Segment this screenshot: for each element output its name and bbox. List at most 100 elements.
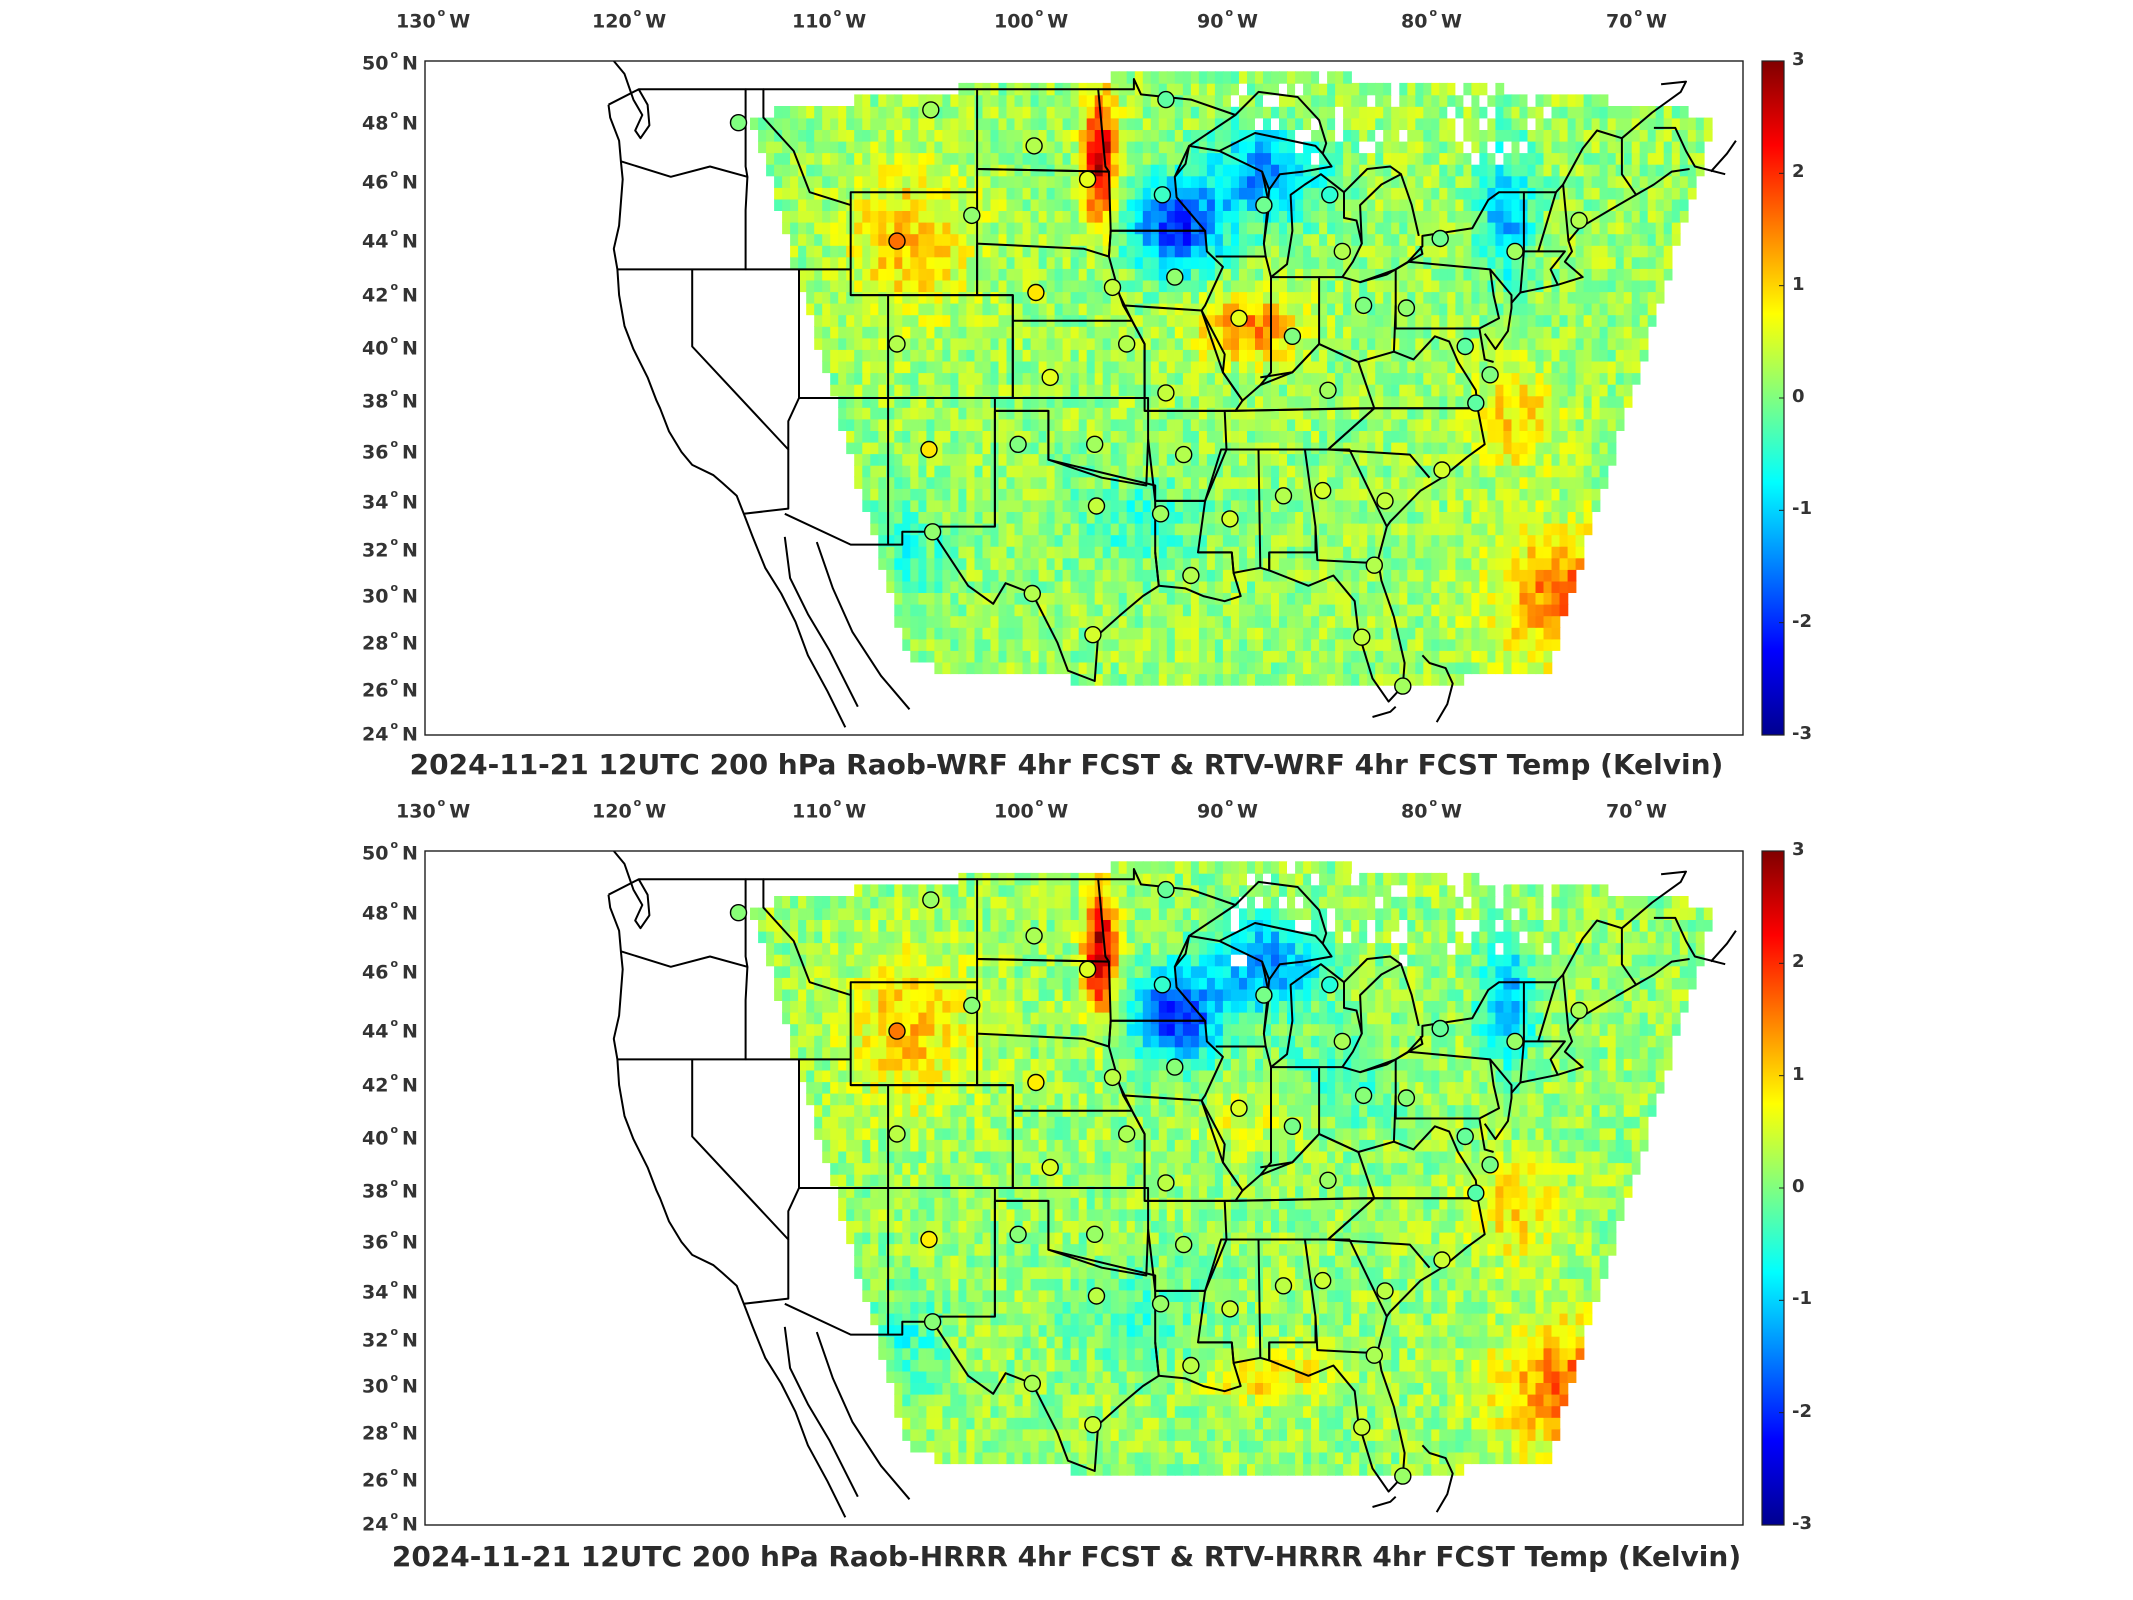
raob-station-marker (1023, 584, 1042, 603)
raob-station-marker (1433, 461, 1451, 479)
raob-station-marker (1570, 211, 1588, 230)
lat-tick-label: 24 o N (362, 1509, 418, 1536)
raob-station-marker (1230, 1099, 1248, 1117)
state-border (745, 878, 852, 1061)
map-panel-hrrr: 2024-11-21 12UTC 200 hPa Raob-HRRR 4hr F… (0, 790, 2133, 1590)
lat-tick-label: 44 o N (362, 1016, 418, 1043)
raob-stations (729, 90, 1588, 695)
mexico-coast (815, 1331, 911, 1500)
puget-sound (613, 850, 651, 930)
state-border (1359, 173, 1420, 244)
colorbar-tick-label: 0 (1792, 1176, 1805, 1197)
lat-tick-label: 46 o N (362, 167, 418, 194)
state-border (1268, 1342, 1406, 1493)
state-border (1523, 250, 1566, 286)
colorbar-tick-label: 0 (1792, 386, 1805, 407)
lon-tick-label: 100 o W (994, 6, 1069, 33)
raob-station-marker (1157, 1174, 1175, 1192)
raob-station-marker (888, 1125, 906, 1143)
lon-tick-label: 130 o W (396, 6, 471, 33)
raob-station-marker (1023, 1374, 1042, 1393)
state-border (1107, 229, 1224, 312)
state-border (1710, 930, 1737, 963)
colorbar-tick-label: 1 (1792, 273, 1805, 295)
raob-station-marker (1394, 1467, 1412, 1485)
state-border (1407, 191, 1525, 304)
raob-station-marker (1283, 1117, 1302, 1135)
state-border (1635, 168, 1690, 196)
state-border (1218, 922, 1333, 981)
state-border (1635, 958, 1690, 986)
state-border (1200, 255, 1272, 402)
state-border (1653, 916, 1726, 966)
state-border (1395, 327, 1494, 363)
raob-station-marker (888, 232, 906, 250)
lat-tick-label: 42 o N (362, 1070, 418, 1097)
state-border (1621, 870, 1687, 929)
state-border (1270, 963, 1363, 1068)
raob-stations (729, 880, 1588, 1485)
lon-tick-label: 70 o W (1606, 6, 1667, 33)
colorbar-tick-label: -3 (1792, 723, 1812, 744)
state-border (1173, 934, 1271, 1048)
state-border (1173, 144, 1271, 258)
raob-station-marker (1376, 1282, 1394, 1300)
lat-tick-label: 44 o N (362, 226, 418, 253)
raob-station-marker (1353, 1418, 1371, 1436)
temperature-difference-field (750, 861, 1713, 1476)
lat-tick-label: 48 o N (362, 108, 418, 135)
colorbar-tick-label: 3 (1792, 49, 1805, 70)
lon-tick-label: 130 o W (396, 796, 471, 823)
state-border (608, 88, 749, 178)
raob-station-marker (1084, 1416, 1102, 1434)
raob-station-marker (1025, 927, 1043, 945)
state-border (745, 88, 852, 271)
raob-station-marker (1153, 186, 1172, 204)
state-border (1218, 132, 1333, 191)
raob-station-marker (1009, 435, 1027, 453)
raob-station-marker (1481, 366, 1499, 384)
raob-station-marker (1009, 1225, 1027, 1243)
lat-tick-label: 50 o N (362, 838, 418, 865)
raob-station-marker (1182, 566, 1200, 585)
state-border (691, 1059, 790, 1305)
colorbar-tick-label: -3 (1792, 1513, 1812, 1534)
raob-station-marker (1365, 556, 1384, 574)
raob-station-marker (1506, 242, 1524, 261)
lat-tick-label: 46 o N (362, 957, 418, 984)
raob-station-marker (1319, 1171, 1337, 1189)
raob-station-marker (1283, 327, 1302, 345)
state-border (1200, 1045, 1272, 1192)
state-border (1327, 1197, 1486, 1318)
raob-station-marker (1321, 976, 1339, 994)
gulf-of-california-coast (783, 1326, 859, 1498)
colorbar-tick-label: -2 (1792, 1400, 1812, 1422)
state-border (787, 269, 800, 450)
map-panel-wrf: 2024-11-21 12UTC 200 hPa Raob-WRF 4hr FC… (362, 6, 1812, 781)
raob-station-marker (1467, 394, 1485, 412)
state-border (691, 269, 790, 515)
state-border (1421, 654, 1454, 723)
raob-station-marker (1084, 626, 1102, 644)
lon-tick-label: 90 o W (1197, 6, 1258, 33)
raob-station-marker (1157, 880, 1175, 899)
raob-station-marker (1151, 505, 1170, 523)
raob-station-marker (1174, 1235, 1193, 1254)
lat-tick-label: 28 o N (362, 628, 418, 655)
state-border (1107, 1019, 1224, 1102)
raob-station-marker (1431, 229, 1449, 248)
raob-station-marker (729, 903, 748, 922)
west-coast (607, 104, 847, 728)
state-border (1395, 1117, 1494, 1153)
state-border (931, 409, 1160, 682)
lon-tick-label: 80 o W (1401, 6, 1462, 33)
state-border (1537, 981, 1557, 1042)
state-border (1372, 705, 1397, 718)
raob-station-marker (1166, 268, 1184, 286)
colorbar-tick-label: -1 (1792, 1288, 1812, 1310)
raob-station-marker (1157, 384, 1175, 402)
raob-station-marker (1467, 1184, 1485, 1202)
raob-station-marker (1157, 90, 1175, 109)
lon-tick-label: 110 o W (792, 6, 867, 33)
state-border (617, 176, 749, 271)
